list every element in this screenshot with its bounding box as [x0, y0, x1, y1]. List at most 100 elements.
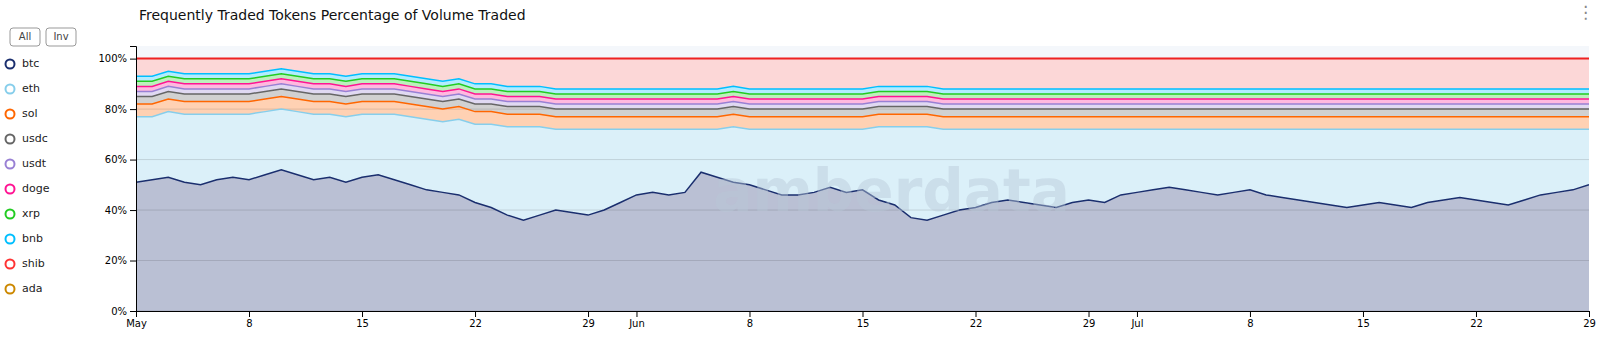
- legend-label: bnb: [22, 232, 43, 245]
- x-tick: 8: [747, 311, 753, 329]
- legend-label: btc: [22, 57, 39, 70]
- legend-item: bnb: [6, 232, 43, 245]
- button-box[interactable]: [10, 28, 40, 46]
- legend-label: ada: [22, 282, 42, 295]
- button-box[interactable]: [46, 28, 76, 46]
- x-tick-label: 29: [1583, 318, 1596, 329]
- legend-label: eth: [22, 82, 40, 95]
- grid-line: [136, 260, 1589, 261]
- y-axis-line: [130, 47, 137, 312]
- x-tick-mark: [863, 311, 864, 317]
- x-tick-label: Jul: [1130, 318, 1143, 329]
- x-tick-label: 22: [469, 318, 482, 329]
- x-tick-label: 15: [1357, 318, 1370, 329]
- y-tick: 20%: [105, 255, 136, 266]
- x-tick: 29: [1583, 311, 1596, 329]
- x-tick-label: 29: [1083, 318, 1096, 329]
- y-tick: 100%: [98, 53, 136, 64]
- x-tick: 8: [1247, 311, 1253, 329]
- x-tick-mark: [1250, 311, 1251, 317]
- y-tick-mark: [130, 210, 136, 211]
- x-tick-label: May: [126, 318, 147, 329]
- legend-item: sol: [6, 107, 38, 120]
- x-tick: Jul: [1130, 311, 1143, 329]
- button-label[interactable]: All: [19, 31, 31, 42]
- legend-label: usdc: [22, 132, 48, 145]
- x-tick-mark: [749, 311, 750, 317]
- y-tick-label: 100%: [98, 53, 127, 64]
- x-tick-mark: [1589, 311, 1590, 317]
- legend-marker: [6, 160, 15, 169]
- legend-label: xrp: [22, 207, 40, 220]
- button-label[interactable]: Inv: [53, 31, 68, 42]
- chart: May 8 15 22 29 Jun 8 15 22 29 Jul 8 15 22 29 0% 20% 40% 60…: [0, 0, 1600, 357]
- legend-marker: [6, 60, 15, 69]
- x-tick: May: [126, 311, 147, 329]
- legend: btc eth sol usdc usdt doge xrp bnb shib ada: [6, 57, 50, 295]
- x-tick: 15: [857, 311, 870, 329]
- y-tick-mark: [130, 59, 136, 60]
- marks: [136, 59, 1589, 311]
- x-tick-label: 29: [582, 318, 595, 329]
- x-tick: 29: [582, 311, 595, 329]
- x-tick: 22: [1470, 311, 1483, 329]
- x-tick-mark: [636, 311, 637, 317]
- x-axis-line: [137, 312, 1590, 318]
- x-tick: 22: [469, 311, 482, 329]
- legend-marker: [6, 260, 15, 269]
- legend-label: sol: [22, 107, 38, 120]
- line-eth: [136, 109, 1589, 129]
- y-tick: 80%: [105, 104, 136, 115]
- legend-marker: [6, 285, 15, 294]
- button[interactable]: Inv: [46, 28, 76, 46]
- x-tick-label: 22: [970, 318, 983, 329]
- menu[interactable]: ⋮: [1577, 2, 1594, 22]
- title: Frequently Traded Tokens Percentage of V…: [139, 7, 526, 23]
- y-tick: 60%: [105, 154, 136, 165]
- x-tick-mark: [1476, 311, 1477, 317]
- legend-marker: [6, 85, 15, 94]
- x-tick-label: 15: [857, 318, 870, 329]
- x-tick: 15: [1357, 311, 1370, 329]
- x-tick-mark: [362, 311, 363, 317]
- legend-marker: [6, 185, 15, 194]
- y-tick-label: 80%: [105, 104, 127, 115]
- y-tick: 0%: [111, 306, 136, 317]
- legend-label: doge: [22, 182, 50, 195]
- legend-marker: [6, 110, 15, 119]
- legend-marker: [6, 135, 15, 144]
- x-tick: 22: [970, 311, 983, 329]
- legend-item: usdt: [6, 157, 47, 170]
- y-tick-mark: [130, 109, 136, 110]
- x-tick-label: 22: [1470, 318, 1483, 329]
- x-tick-label: 8: [246, 318, 252, 329]
- y-tick: 40%: [105, 205, 136, 216]
- x-tick-label: 15: [356, 318, 369, 329]
- legend-marker: [6, 210, 15, 219]
- line-xrp: [136, 74, 1589, 94]
- button[interactable]: All: [10, 28, 40, 46]
- x-tick-label: 8: [1247, 318, 1253, 329]
- y-tick-label: 0%: [111, 306, 127, 317]
- x-tick-label: Jun: [628, 318, 645, 329]
- y-axis: 0% 20% 40% 60% 80% 100%: [98, 47, 136, 317]
- line-bnb: [136, 69, 1589, 89]
- grid-line: [136, 58, 1589, 59]
- x-tick-mark: [1363, 311, 1364, 317]
- y-tick-mark: [130, 160, 136, 161]
- watermark: amberdata: [713, 157, 1070, 225]
- y-tick-mark: [130, 311, 136, 312]
- x-tick-mark: [1089, 311, 1090, 317]
- legend-item: eth: [6, 82, 41, 95]
- y-tick-label: 40%: [105, 205, 127, 216]
- legend-marker: [6, 235, 15, 244]
- x-tick-mark: [588, 311, 589, 317]
- y-tick-label: 60%: [105, 154, 127, 165]
- legend-item: shib: [6, 257, 45, 270]
- top-line: [136, 58, 1589, 60]
- grid: [136, 59, 1589, 311]
- x-tick-label: 8: [747, 318, 753, 329]
- y-tick-mark: [130, 261, 136, 262]
- legend-item: xrp: [6, 207, 41, 220]
- legend-item: ada: [6, 282, 43, 295]
